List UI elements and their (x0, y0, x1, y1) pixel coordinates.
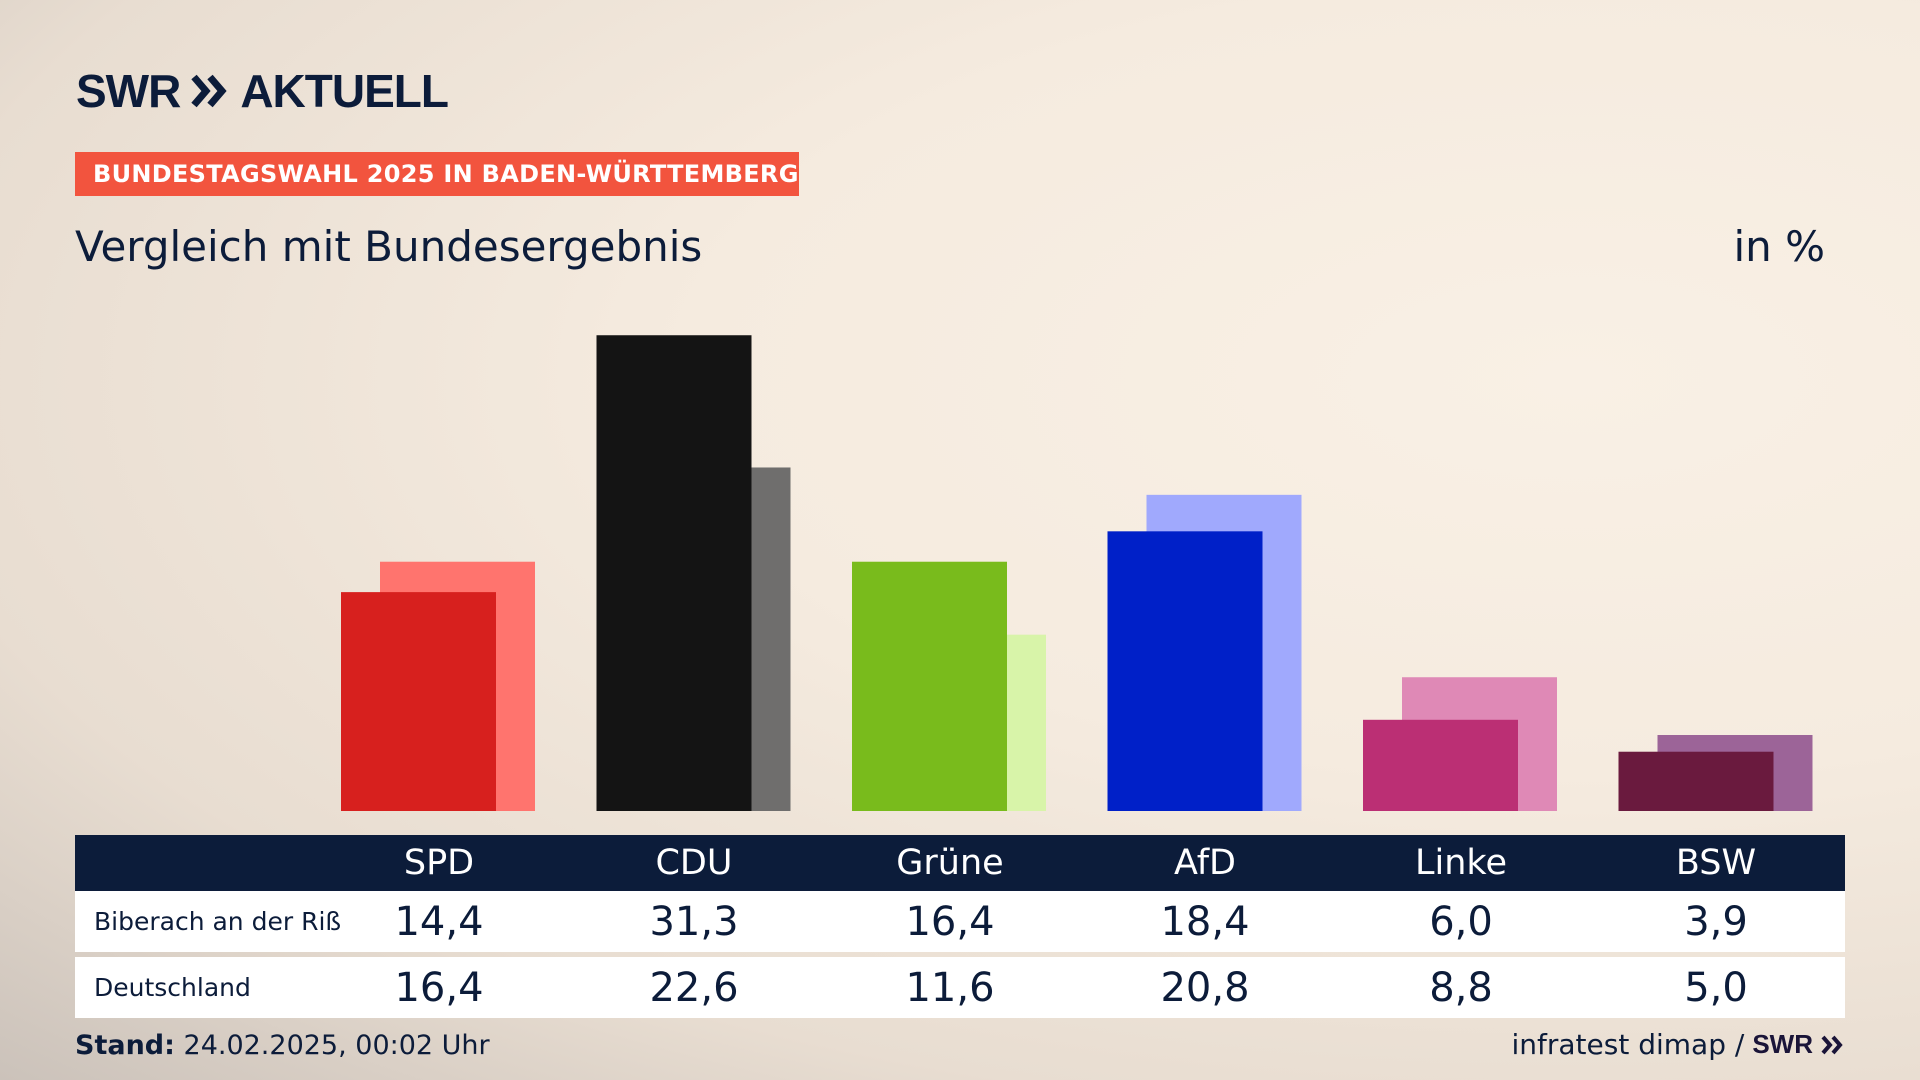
election-tag-label: BUNDESTAGSWAHL 2025 IN BADEN-WÜRTTEMBERG (93, 160, 799, 188)
source-logo-text: SWR (1752, 1029, 1813, 1059)
header-cell-bsw: BSW (1675, 843, 1757, 883)
bar-cdu-biberach-an-der-ri- (596, 335, 752, 811)
header-cell-spd: SPD (403, 843, 475, 883)
value-cell: 6,0 (1429, 898, 1493, 945)
value-cell: 22,6 (649, 964, 739, 1011)
bar-afd-biberach-an-der-ri- (1107, 531, 1263, 811)
logo-swr-text: SWR (76, 65, 181, 117)
results-table: SPD CDU Grüne AfD Linke BSW Biberach an … (75, 835, 1845, 1018)
swr-aktuell-logo: SWR AKTUELL (76, 65, 449, 117)
table-row: Biberach an der Riß 14,4 31,3 16,4 18,4 … (75, 891, 1845, 952)
row-label-biberach: Biberach an der Riß (94, 907, 342, 936)
swr-chevrons-icon (1821, 1035, 1843, 1054)
header-cell-afd: AfD (1174, 843, 1236, 883)
source-credit: infratest dimap / SWR (1512, 1028, 1846, 1061)
timestamp-value: 24.02.2025, 00:02 Uhr (183, 1030, 490, 1061)
header-cell-gruene: Grüne (896, 843, 1004, 883)
value-cell: 31,3 (649, 898, 739, 945)
bar-chart (341, 335, 1813, 811)
logo-chevrons-icon (191, 74, 227, 108)
value-cell: 16,4 (905, 898, 995, 945)
value-cell: 20,8 (1160, 964, 1250, 1011)
header-cell-cdu: CDU (655, 843, 733, 883)
timestamp: Stand: 24.02.2025, 00:02 Uhr (75, 1030, 490, 1061)
value-cell: 5,0 (1684, 964, 1748, 1011)
header-cell-linke: Linke (1415, 843, 1507, 883)
table-row: Deutschland 16,4 22,6 11,6 20,8 8,8 5,0 (75, 957, 1845, 1018)
election-tag: BUNDESTAGSWAHL 2025 IN BADEN-WÜRTTEMBERG (75, 152, 799, 196)
bar-spd-biberach-an-der-ri- (341, 592, 496, 811)
table-header-row: SPD CDU Grüne AfD Linke BSW (75, 835, 1845, 891)
value-cell: 8,8 (1429, 964, 1493, 1011)
value-cell: 11,6 (905, 964, 995, 1011)
timestamp-label: Stand: (75, 1030, 175, 1061)
value-cell: 18,4 (1160, 898, 1250, 945)
value-cell: 3,9 (1684, 898, 1748, 945)
value-cell: 16,4 (394, 964, 484, 1011)
bar-bsw-biberach-an-der-ri- (1618, 751, 1774, 811)
source-text: infratest dimap / (1511, 1028, 1745, 1061)
logo-aktuell-text: AKTUELL (240, 65, 449, 117)
row-label-deutschland: Deutschland (94, 973, 251, 1002)
bar-gruene-biberach-an-der-ri- (852, 561, 1007, 811)
value-cell: 14,4 (394, 898, 484, 945)
chart-subtitle: Vergleich mit Bundesergebnis (75, 222, 703, 271)
unit-label: in % (1733, 222, 1825, 271)
bar-linke-biberach-an-der-ri- (1363, 719, 1518, 811)
